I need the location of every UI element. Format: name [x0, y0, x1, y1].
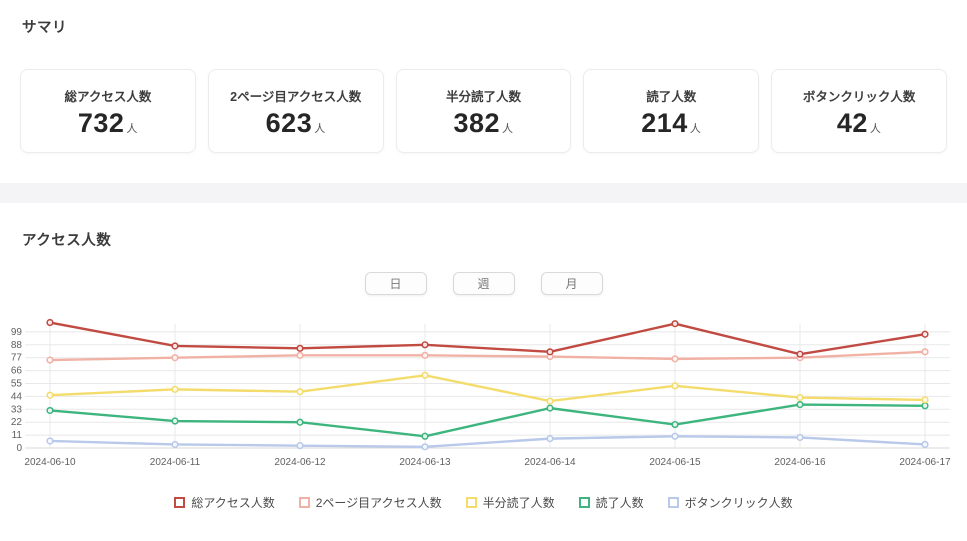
- period-button-month[interactable]: 月: [540, 272, 603, 295]
- summary-card-button-click: ボタンクリック人数 42 人: [771, 69, 947, 153]
- legend-label: ボタンクリック人数: [684, 496, 793, 510]
- svg-text:2024-06-16: 2024-06-16: [774, 457, 826, 468]
- card-value: 214 人: [641, 107, 702, 138]
- period-button-week[interactable]: 週: [452, 272, 515, 295]
- svg-text:0: 0: [16, 443, 22, 454]
- card-label: 総アクセス人数: [64, 89, 152, 104]
- svg-text:66: 66: [11, 366, 23, 377]
- period-buttons: 日 週 月: [0, 272, 967, 295]
- svg-text:22: 22: [11, 417, 23, 428]
- legend-label: 2ページ目アクセス人数: [315, 496, 442, 510]
- summary-card-half-read: 半分読了人数 382 人: [395, 69, 572, 153]
- svg-text:11: 11: [12, 430, 23, 441]
- legend-item-button-click[interactable]: ボタンクリック人数: [667, 494, 793, 511]
- legend-label: 読了人数: [595, 496, 644, 510]
- svg-text:2024-06-14: 2024-06-14: [524, 457, 576, 468]
- summary-card-total-access: 総アクセス人数 732 人: [20, 69, 196, 153]
- legend-item-total-access[interactable]: 総アクセス人数: [174, 494, 275, 511]
- summary-card-page2-access: 2ページ目アクセス人数 623 人: [207, 69, 384, 153]
- section-divider: [0, 183, 967, 203]
- card-label: 読了人数: [646, 89, 697, 104]
- svg-text:2024-06-17: 2024-06-17: [899, 457, 951, 468]
- legend-swatch-full-read: [578, 497, 590, 508]
- svg-text:77: 77: [11, 353, 23, 364]
- svg-text:2024-06-11: 2024-06-11: [150, 457, 201, 468]
- svg-text:2024-06-10: 2024-06-10: [24, 457, 76, 468]
- legend-swatch-total-access: [174, 497, 186, 508]
- legend-swatch-button-click: [667, 497, 679, 508]
- svg-text:2024-06-15: 2024-06-15: [649, 457, 701, 468]
- card-value: 623 人: [265, 107, 326, 138]
- svg-text:88: 88: [11, 340, 23, 351]
- access-chart-section: アクセス人数 日 週 月 0 11 22 33 44 55 66 77 88 99 2024-06-…: [0, 203, 967, 541]
- legend-swatch-half-read: [465, 497, 477, 508]
- card-unit: 人: [502, 122, 514, 135]
- summary-heading: サマリ: [22, 20, 67, 36]
- legend-label: 総アクセス人数: [191, 496, 275, 510]
- svg-text:99: 99: [11, 327, 23, 338]
- summary-section: サマリ 総アクセス人数 732 人 2ページ目アクセス人数 623 人 半分読了人数…: [0, 0, 967, 183]
- chart-legend: 総アクセス人数 2ページ目アクセス人数 半分読了人数 読了人数 ボタンクリック人…: [0, 494, 967, 511]
- legend-swatch-page2-access: [298, 497, 310, 508]
- card-label: ボタンクリック人数: [802, 89, 916, 104]
- legend-item-full-read[interactable]: 読了人数: [578, 494, 644, 511]
- legend-item-half-read[interactable]: 半分読了人数: [465, 494, 555, 511]
- card-value: 42 人: [836, 107, 882, 138]
- card-label: 半分読了人数: [445, 89, 521, 104]
- legend-label: 半分読了人数: [482, 496, 555, 510]
- card-unit: 人: [126, 122, 138, 135]
- svg-text:44: 44: [11, 391, 23, 402]
- svg-text:55: 55: [11, 379, 23, 390]
- svg-text:33: 33: [11, 404, 23, 415]
- card-value: 382 人: [453, 107, 514, 138]
- svg-text:2024-06-12: 2024-06-12: [274, 457, 326, 468]
- access-chart-heading: アクセス人数: [22, 233, 112, 249]
- svg-text:2024-06-13: 2024-06-13: [399, 457, 451, 468]
- legend-item-page2-access[interactable]: 2ページ目アクセス人数: [298, 494, 442, 511]
- card-value: 732 人: [77, 107, 138, 138]
- period-button-day[interactable]: 日: [364, 272, 427, 295]
- card-unit: 人: [689, 122, 702, 135]
- card-unit: 人: [314, 122, 326, 135]
- card-unit: 人: [869, 122, 882, 135]
- access-line-chart: 0 11 22 33 44 55 66 77 88 99 2024-06-10 2024-06-11 2…: [10, 316, 967, 476]
- summary-cards: 総アクセス人数 732 人 2ページ目アクセス人数 623 人 半分読了人数 382…: [20, 69, 947, 153]
- summary-card-full-read: 読了人数 214 人: [583, 69, 760, 153]
- card-label: 2ページ目アクセス人数: [230, 89, 362, 104]
